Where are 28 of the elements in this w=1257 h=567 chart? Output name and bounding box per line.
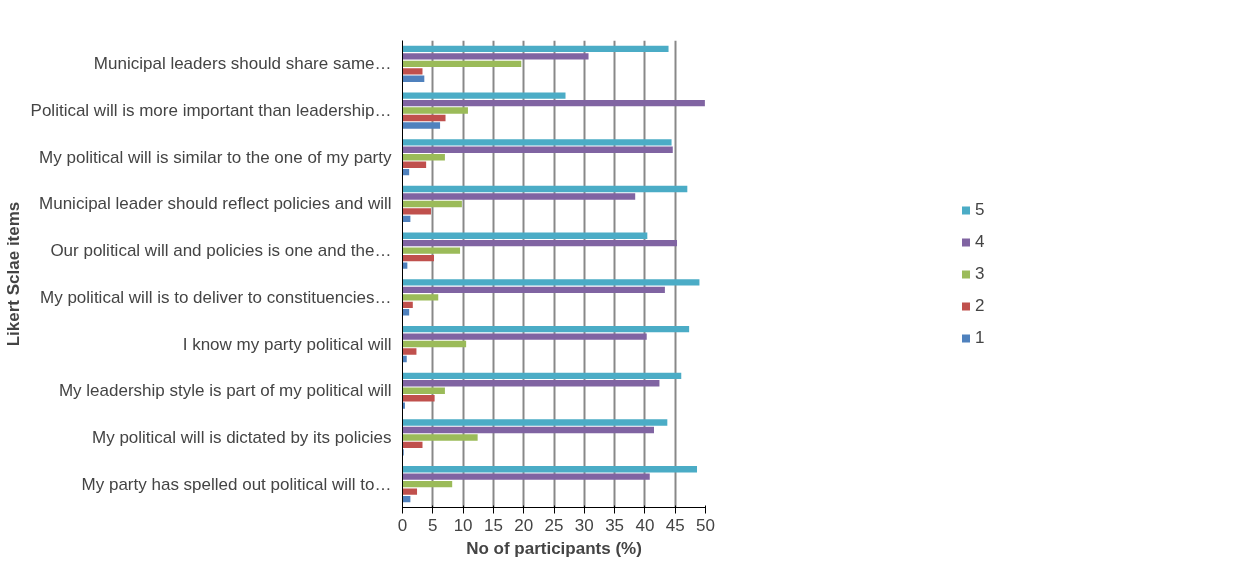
x-tick-label: 10 bbox=[453, 515, 473, 535]
x-tick-label: 20 bbox=[514, 515, 534, 535]
y-tick-label: My leadership style is part of my political will bbox=[58, 381, 392, 401]
y-tick-label: Municipal leaders should share same… bbox=[93, 54, 392, 74]
y-axis-title: Likert Sclae items bbox=[3, 201, 23, 347]
y-tick-label: Our political will and policies is one and the… bbox=[50, 241, 392, 261]
y-tick-label: My political will is similar to the one of my party bbox=[39, 147, 392, 167]
x-axis-title: No of participants (%) bbox=[466, 538, 642, 558]
y-tick-label: My political will is dictated by its policies bbox=[92, 427, 392, 447]
x-tick-label: 15 bbox=[483, 515, 503, 535]
y-tick-label: I know my party political will bbox=[182, 334, 392, 354]
x-tick-label: 25 bbox=[544, 515, 564, 535]
x-tick-label: 45 bbox=[665, 515, 685, 535]
legend-label: 4 bbox=[975, 231, 986, 252]
x-tick-label: 50 bbox=[696, 515, 715, 535]
y-tick-label: My party has spelled out political will to… bbox=[81, 474, 392, 494]
x-tick-label: 30 bbox=[574, 515, 594, 535]
y-tick-label: Municipal leader should reflect policies and will bbox=[39, 194, 392, 214]
legend-label: 3 bbox=[975, 263, 986, 284]
legend-label: 1 bbox=[975, 327, 986, 348]
y-tick-label: Political will is more important than leadership… bbox=[30, 101, 392, 121]
x-tick-label: 40 bbox=[635, 515, 655, 535]
legend-label: 5 bbox=[975, 199, 986, 220]
x-tick-label: 0 bbox=[397, 515, 408, 535]
x-tick-label: 5 bbox=[428, 515, 438, 535]
x-tick-label: 35 bbox=[605, 515, 625, 535]
legend-label: 2 bbox=[975, 295, 986, 316]
y-tick-label: My political will is to deliver to constituencies… bbox=[40, 287, 392, 307]
